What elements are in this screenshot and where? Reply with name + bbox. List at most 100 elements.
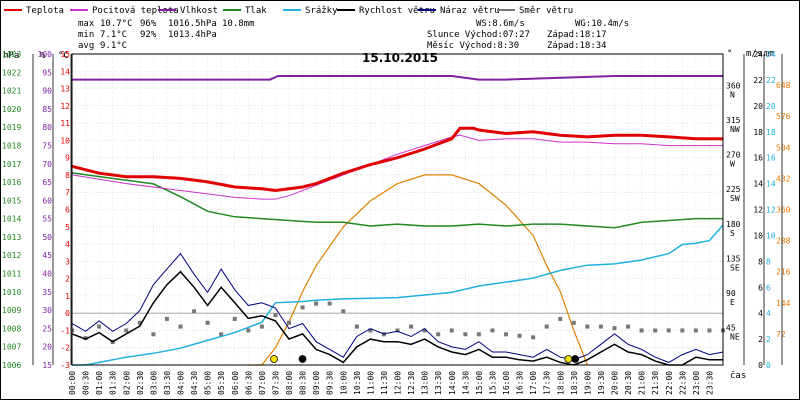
stats-min-press: 1013.4hPa [168, 30, 217, 40]
x-tick: 18:00 [556, 371, 565, 395]
x-tick: 17:00 [529, 371, 538, 395]
legend-label: Rychlost větru [359, 6, 435, 16]
direction-point [300, 305, 305, 310]
hpa-tick: 1006 [2, 361, 21, 370]
direction-point [178, 324, 183, 329]
direction-point [246, 328, 251, 333]
hpa-tick: 1018 [2, 141, 21, 150]
direction-point [354, 324, 359, 329]
mm-tick: 16 [766, 154, 776, 163]
legend-label: Tlak [245, 6, 267, 16]
direction-point [97, 324, 102, 329]
direction-point [463, 332, 468, 337]
pct-tick: 45 [42, 251, 52, 260]
humidity-line [72, 75, 723, 81]
x-axis-label: čas [730, 370, 746, 381]
ms-axis-label: m/s [746, 49, 762, 59]
c-tick: 3 [65, 257, 70, 266]
c-tick: 6 [65, 206, 70, 215]
hpa-tick: 1022 [2, 68, 21, 77]
deg-tick-dir: N [730, 91, 735, 100]
ms-tick: 16 [753, 154, 763, 163]
hpa-tick: 1008 [2, 324, 21, 333]
direction-point [571, 320, 576, 325]
c-tick: 12 [60, 102, 70, 111]
pct-tick: 40 [42, 270, 52, 279]
direction-point [449, 328, 454, 333]
chart-title: 15.10.2015 [362, 51, 438, 65]
stats-max-label: max [78, 19, 95, 29]
x-tick: 21:00 [638, 371, 647, 395]
plot-frame [71, 53, 724, 366]
mm-tick: 8 [766, 257, 771, 266]
c-tick: 4 [65, 240, 70, 249]
x-tick: 09:30 [326, 371, 335, 395]
info-sun-set: Západ:18:17 [547, 30, 607, 40]
pct-tick: 20 [42, 343, 52, 352]
hpa-tick: 1016 [2, 178, 21, 187]
pct-tick: 50 [42, 233, 52, 242]
sunrise-marker [270, 355, 278, 363]
x-tick: 10:00 [339, 371, 348, 395]
info-block: WS:8.6m/s WG:10.4m/s Slunce Východ:07:27… [427, 19, 629, 51]
x-tick: 12:30 [407, 371, 416, 395]
hpa-axis-label: hPa [3, 51, 19, 61]
ms-tick: 4 [758, 309, 763, 318]
x-tick: 00:30 [82, 371, 91, 395]
mm-tick: 10 [766, 231, 776, 240]
direction-point [598, 324, 603, 329]
x-tick: 20:00 [611, 371, 620, 395]
mm-axis-label: mm [764, 49, 775, 59]
stats-min-hum: 92% [140, 30, 157, 40]
info-moon-rise: Měsíc Východ:8:30 [427, 41, 519, 51]
deg-tick: 135 [726, 254, 741, 263]
direction-point [517, 333, 522, 338]
legend-label: Směr větru [519, 6, 573, 16]
info-moon-set: Západ:18:34 [547, 41, 607, 51]
direction-point [259, 324, 264, 329]
c-tick: 5 [65, 223, 70, 232]
axes: 1023102210211020101910181017101610151014… [2, 50, 791, 395]
direction-point [273, 313, 278, 318]
deg-tick: 180 [726, 220, 741, 229]
rain-line [72, 224, 724, 366]
moonset-marker [571, 355, 580, 363]
info-sun-rise: Slunce Východ:07:27 [427, 30, 530, 40]
x-tick: 13:00 [421, 371, 430, 395]
x-tick: 11:30 [380, 371, 389, 395]
hpa-tick: 1013 [2, 233, 21, 242]
x-tick: 19:00 [583, 371, 592, 395]
ms-tick: 14 [753, 180, 763, 189]
c-tick: 11 [60, 119, 70, 128]
pct-tick: 90 [42, 87, 52, 96]
deg-axis-label: ° [727, 49, 732, 59]
direction-point [612, 326, 617, 331]
hpa-tick: 1010 [2, 288, 21, 297]
direction-point [314, 301, 319, 306]
solar-tick: 360 [776, 206, 791, 215]
deg-tick-dir: NW [730, 125, 740, 134]
temperature-line [71, 126, 723, 193]
c-tick: -1 [60, 326, 70, 335]
x-tick: 22:00 [665, 371, 674, 395]
deg-tick: 270 [726, 151, 741, 160]
legend-label: Vlhkost [180, 6, 218, 16]
mm-tick: 2 [766, 335, 771, 344]
x-tick: 14:30 [461, 371, 470, 395]
x-tick: 10:30 [353, 371, 362, 395]
sunset-marker [564, 355, 573, 363]
ms-tick: 12 [753, 206, 763, 215]
x-tick: 04:30 [190, 371, 199, 395]
x-tick: 12:00 [394, 371, 403, 395]
direction-point [368, 328, 373, 333]
c-tick: 9 [65, 154, 70, 163]
x-tick: 22:30 [678, 371, 687, 395]
c-tick: 7 [65, 188, 70, 197]
x-tick: 15:00 [475, 371, 484, 395]
direction-point [531, 335, 536, 340]
stats-max-press: 1016.5hPa [168, 19, 217, 29]
solar-tick: 432 [776, 174, 791, 183]
direction-point [83, 336, 88, 341]
hpa-tick: 1021 [2, 87, 21, 96]
